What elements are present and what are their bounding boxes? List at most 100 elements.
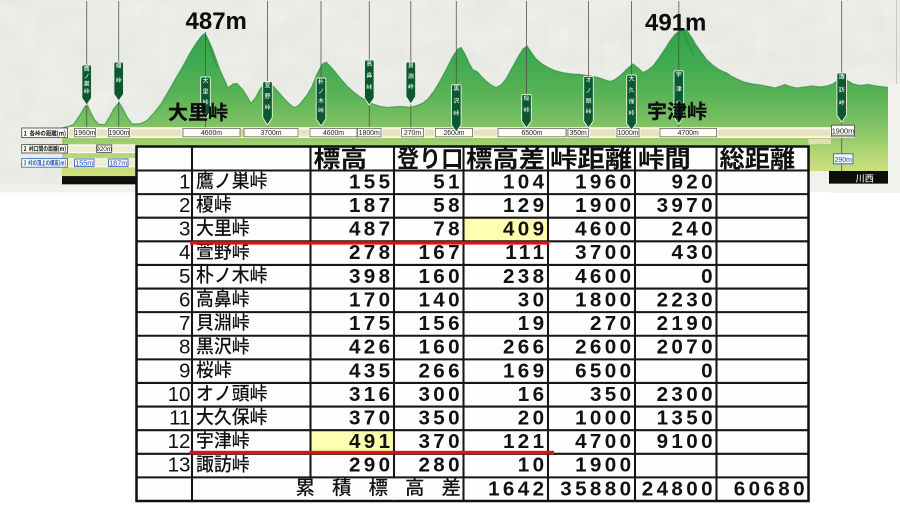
svg-text:426: 426 (349, 336, 394, 359)
svg-text:5: 5 (179, 265, 190, 288)
svg-text:11: 11 (169, 407, 190, 430)
svg-text:370: 370 (349, 407, 394, 430)
svg-text:280: 280 (418, 454, 463, 477)
svg-text:409: 409 (503, 218, 548, 241)
svg-text:1900: 1900 (575, 194, 634, 217)
svg-text:266: 266 (418, 359, 463, 382)
svg-text:1960: 1960 (575, 170, 634, 193)
svg-text:10: 10 (518, 454, 548, 477)
svg-text:3: 3 (179, 218, 190, 241)
svg-text:129: 129 (503, 194, 548, 217)
svg-text:350: 350 (418, 407, 463, 430)
svg-text:16: 16 (518, 383, 548, 406)
svg-text:167: 167 (418, 241, 463, 264)
svg-text:4600m: 4600m (201, 130, 222, 137)
svg-text:1000: 1000 (575, 407, 634, 430)
svg-text:187: 187 (349, 194, 394, 217)
svg-text:1800: 1800 (575, 288, 634, 311)
svg-text:12: 12 (168, 430, 191, 453)
svg-text:4600: 4600 (575, 265, 634, 288)
svg-text:24800: 24800 (642, 477, 716, 500)
svg-text:156: 156 (418, 312, 463, 335)
svg-text:7: 7 (179, 312, 190, 335)
svg-text:111: 111 (505, 241, 547, 264)
svg-text:0: 0 (701, 265, 716, 288)
svg-text:300: 300 (418, 383, 463, 406)
svg-text:266: 266 (503, 336, 548, 359)
svg-text:2: 2 (179, 194, 190, 217)
svg-text:2600: 2600 (575, 336, 634, 359)
svg-text:10: 10 (168, 383, 191, 406)
svg-text:19: 19 (518, 312, 548, 335)
svg-text:1000m: 1000m (617, 130, 638, 137)
svg-text:370: 370 (418, 430, 463, 453)
svg-text:4700m: 4700m (678, 130, 699, 137)
svg-text:169: 169 (503, 359, 548, 382)
svg-text:160: 160 (418, 336, 463, 359)
svg-text:2600m: 2600m (443, 130, 464, 137)
svg-text:13: 13 (168, 454, 191, 477)
svg-text:4: 4 (179, 241, 190, 264)
svg-text:170: 170 (349, 288, 394, 311)
svg-text:290: 290 (349, 454, 394, 477)
svg-text:2300: 2300 (657, 383, 716, 406)
svg-text:3700m: 3700m (260, 130, 281, 137)
svg-text:2190: 2190 (657, 312, 716, 335)
svg-text:140: 140 (418, 288, 463, 311)
svg-text:2070: 2070 (657, 336, 716, 359)
svg-text:4600: 4600 (575, 218, 634, 241)
svg-text:121: 121 (503, 430, 548, 453)
svg-text:1642: 1642 (488, 477, 547, 500)
svg-text:240: 240 (671, 218, 716, 241)
svg-text:104: 104 (503, 170, 548, 193)
svg-text:155: 155 (349, 170, 394, 193)
svg-text:58: 58 (433, 194, 463, 217)
svg-text:1900: 1900 (575, 454, 634, 477)
svg-text:491m: 491m (645, 10, 706, 37)
svg-text:35880: 35880 (560, 477, 634, 500)
svg-text:4600m: 4600m (323, 130, 344, 137)
svg-text:487m: 487m (186, 8, 247, 35)
svg-text:1900m: 1900m (832, 126, 855, 135)
svg-text:2230: 2230 (657, 288, 716, 311)
svg-text:430: 430 (671, 241, 716, 264)
svg-text:1900m: 1900m (108, 130, 129, 137)
svg-text:238: 238 (503, 265, 548, 288)
svg-text:155m: 155m (75, 158, 93, 167)
svg-text:270m: 270m (404, 130, 421, 137)
svg-text:1350: 1350 (657, 407, 716, 430)
svg-text:920m: 920m (96, 146, 112, 153)
svg-text:3700: 3700 (575, 241, 634, 264)
svg-text:175: 175 (349, 312, 394, 335)
svg-text:3970: 3970 (657, 194, 716, 217)
svg-text:290m: 290m (834, 157, 852, 164)
svg-text:6: 6 (179, 288, 190, 311)
svg-text:78: 78 (433, 218, 463, 241)
svg-text:1: 1 (179, 170, 190, 193)
svg-text:20: 20 (518, 407, 548, 430)
svg-text:270: 270 (590, 312, 635, 335)
svg-text:398: 398 (349, 265, 394, 288)
svg-text:435: 435 (349, 359, 394, 382)
svg-text:51: 51 (433, 170, 463, 193)
svg-text:9100: 9100 (657, 430, 716, 453)
svg-text:160: 160 (418, 265, 463, 288)
svg-text:316: 316 (349, 383, 394, 406)
svg-text:278: 278 (349, 241, 394, 264)
svg-text:0: 0 (701, 359, 716, 382)
svg-text:920: 920 (671, 170, 716, 193)
svg-text:491: 491 (349, 430, 394, 453)
svg-text:6500m: 6500m (521, 130, 542, 137)
svg-text:350: 350 (590, 383, 635, 406)
svg-text:187m: 187m (109, 158, 127, 167)
svg-text:8: 8 (179, 336, 190, 359)
svg-text:9: 9 (179, 359, 190, 382)
svg-text:487: 487 (349, 218, 394, 241)
svg-text:60680: 60680 (734, 477, 808, 500)
svg-text:6500: 6500 (575, 359, 634, 382)
svg-text:1800m: 1800m (359, 130, 380, 137)
svg-text:1960m: 1960m (74, 130, 95, 137)
svg-text:4700: 4700 (575, 430, 634, 453)
svg-text:350m: 350m (570, 130, 587, 137)
svg-text:30: 30 (518, 288, 548, 311)
